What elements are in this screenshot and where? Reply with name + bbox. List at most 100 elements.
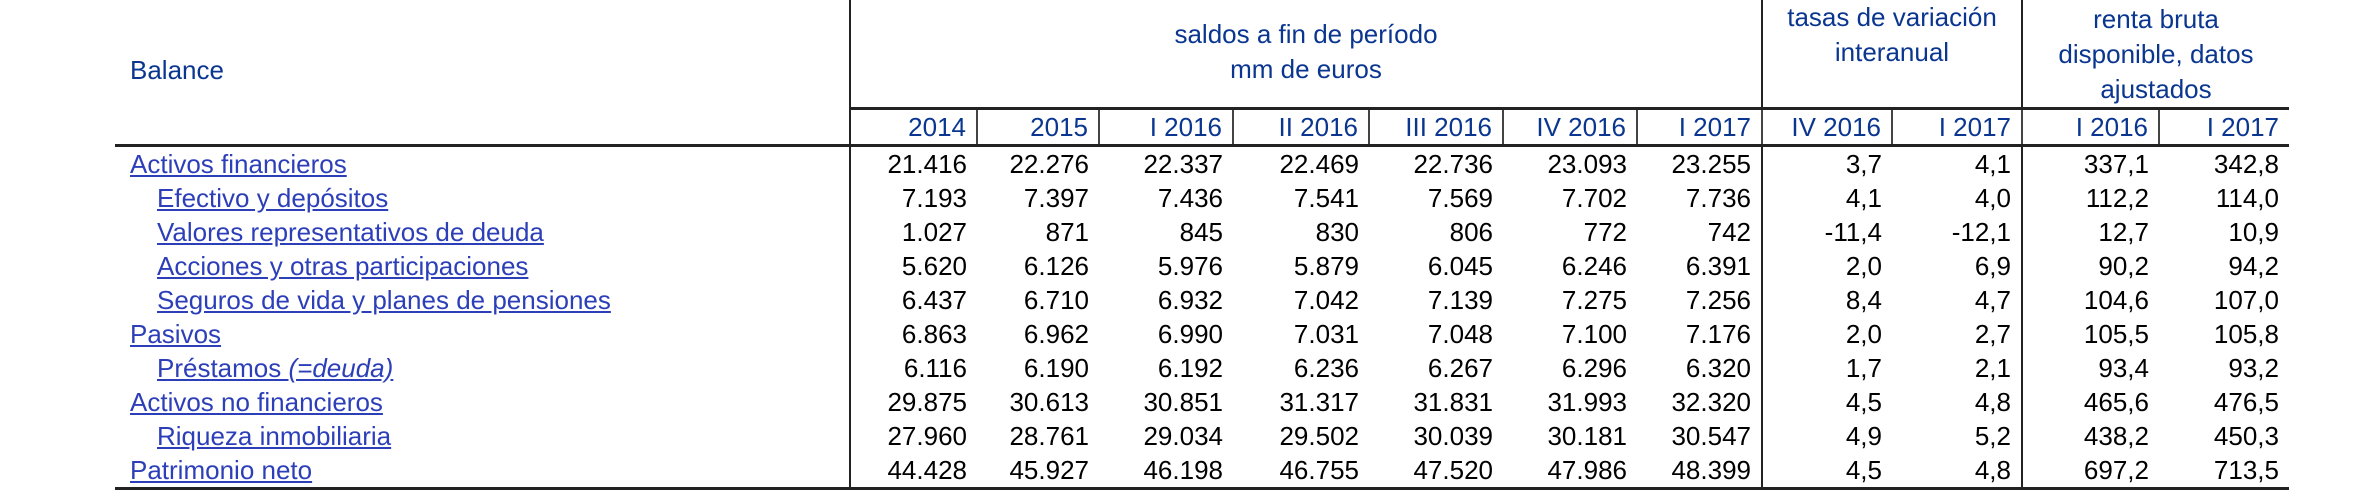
period-header: II 2016 [1232, 106, 1370, 147]
row-label-text: Seguros de vida y planes de pensiones [157, 284, 611, 315]
value-cell: 4,8 [1892, 452, 2022, 490]
value-cell: 7.275 [1561, 284, 1627, 315]
row-label-text: Patrimonio neto [130, 454, 313, 485]
value-cell: 6.192 [1157, 352, 1223, 383]
row-label-text: Acciones y otras participaciones [157, 250, 529, 281]
row-label-link[interactable]: Activos no financieros [130, 387, 383, 417]
value-cell: 23.255 [1671, 148, 1751, 179]
group-header-renta: renta bruta disponible, datos ajustados [2021, 0, 2289, 108]
value-cell: 30.851 [1143, 386, 1223, 417]
period-header: 2014 [849, 106, 978, 147]
row-label-link[interactable]: Valores representativos de deuda [157, 217, 544, 247]
value-cell: 47.520 [1369, 452, 1503, 490]
value-cell: 31.317 [1279, 386, 1359, 417]
row-label-text: Valores representativos de deuda [157, 216, 544, 247]
value-cell: 6.437 [849, 282, 977, 317]
value-cell: 29.034 [1143, 420, 1223, 451]
value-cell: 31.993 [1547, 386, 1627, 417]
value-cell: 22.337 [1143, 148, 1223, 179]
value-cell: 104,6 [2021, 282, 2159, 317]
value-cell: 6.236 [1293, 352, 1359, 383]
value-cell: 6.710 [1023, 284, 1089, 315]
table-row: Riqueza inmobiliaria 27.960 28.761 29.034 29… [115, 418, 2289, 453]
value-cell: 6.190 [1023, 352, 1089, 383]
value-cell: 465,6 [2021, 384, 2159, 419]
value-cell: 7.193 [849, 180, 977, 215]
value-cell: 7.397 [1023, 182, 1089, 213]
period-header: 2015 [976, 106, 1100, 147]
value-cell: 21.416 [849, 145, 977, 181]
value-cell: 44.428 [849, 452, 977, 490]
value-cell: 845 [1179, 216, 1223, 247]
table-row: Acciones y otras participaciones 5.620 6.1… [115, 248, 2289, 283]
balance-table: Balance saldos a fin de período mm de eur… [115, 0, 2289, 490]
value-cell: 6.391 [1685, 250, 1751, 281]
value-cell: 12,7 [2021, 214, 2159, 249]
row-label-text: Pasivos [130, 318, 222, 349]
value-cell: 4,8 [1974, 386, 2011, 417]
row-label-link[interactable]: Préstamos (=deuda) [157, 353, 393, 383]
value-cell: 7.048 [1427, 318, 1493, 349]
value-cell: -12,1 [1951, 216, 2011, 247]
table-row: Valores representativos de deuda 1.027 871… [115, 214, 2289, 249]
value-cell: -11,4 [1761, 214, 1892, 249]
row-label-link[interactable]: Efectivo y depósitos [157, 183, 388, 213]
value-cell: 2,1 [1974, 352, 2011, 383]
value-cell: 5.620 [849, 248, 977, 283]
value-cell: 6.320 [1685, 352, 1751, 383]
value-cell: 2,7 [1974, 318, 2011, 349]
value-cell: 806 [1449, 216, 1493, 247]
value-cell: 6.296 [1561, 352, 1627, 383]
value-cell: 114,0 [2215, 182, 2279, 213]
value-cell: 7.042 [1293, 284, 1359, 315]
value-cell: 772 [1583, 216, 1627, 247]
value-cell: 7.176 [1685, 318, 1751, 349]
value-cell: 94,2 [2228, 250, 2279, 281]
row-label-link[interactable]: Activos financieros [130, 149, 347, 179]
value-cell: 7.139 [1427, 284, 1493, 315]
value-cell: 5.976 [1157, 250, 1223, 281]
value-cell: 6.045 [1427, 250, 1493, 281]
group-header-tasas: tasas de variación interanual [1761, 0, 2022, 108]
value-cell: 337,1 [2021, 145, 2159, 181]
value-cell: 6.246 [1561, 250, 1627, 281]
value-cell: 30.181 [1547, 420, 1627, 451]
value-cell: 6.863 [849, 316, 977, 351]
value-cell: 6.990 [1157, 318, 1223, 349]
row-label-italic: (=deuda) [288, 352, 394, 383]
value-cell: 6.116 [849, 350, 977, 385]
value-cell: 7.736 [1685, 182, 1751, 213]
value-cell: 105,5 [2021, 316, 2159, 351]
value-cell: 93,2 [2228, 352, 2279, 383]
table-row: Patrimonio neto 44.428 45.927 46.198 46.755 4… [115, 452, 2289, 490]
value-cell: 32.320 [1671, 386, 1751, 417]
value-cell: 29.502 [1279, 420, 1359, 451]
row-label-link[interactable]: Riqueza inmobiliaria [157, 421, 391, 451]
row-label-text: Préstamos [157, 352, 289, 383]
row-label-link[interactable]: Patrimonio neto [130, 455, 312, 485]
value-cell: 30.547 [1671, 420, 1751, 451]
row-label-header: Balance [115, 0, 850, 147]
value-cell: 1,7 [1761, 350, 1892, 385]
value-cell: 23.093 [1547, 148, 1627, 179]
row-label-link[interactable]: Seguros de vida y planes de pensiones [157, 285, 611, 315]
row-label-text: Efectivo y depósitos [157, 182, 389, 213]
value-cell: 22.736 [1413, 148, 1493, 179]
table-row: Activos no financieros 29.875 30.613 30.851… [115, 384, 2289, 419]
row-label-link[interactable]: Acciones y otras participaciones [157, 251, 528, 281]
value-cell: 47.986 [1503, 452, 1637, 490]
value-cell: 7.541 [1293, 182, 1359, 213]
value-cell: 1.027 [849, 214, 977, 249]
value-cell: 46.198 [1099, 452, 1233, 490]
value-cell: 830 [1315, 216, 1359, 247]
value-cell: 7.436 [1157, 182, 1223, 213]
row-label-text: Riqueza inmobiliaria [157, 420, 392, 451]
value-cell: 7.100 [1561, 318, 1627, 349]
value-cell: 112,2 [2021, 180, 2159, 215]
value-cell: 7.569 [1427, 182, 1493, 213]
value-cell: 31.831 [1413, 386, 1493, 417]
row-label-text: Activos financieros [130, 148, 347, 179]
value-cell: 5,2 [1974, 420, 2011, 451]
value-cell: 4,5 [1761, 384, 1892, 419]
row-label-link[interactable]: Pasivos [130, 319, 221, 349]
